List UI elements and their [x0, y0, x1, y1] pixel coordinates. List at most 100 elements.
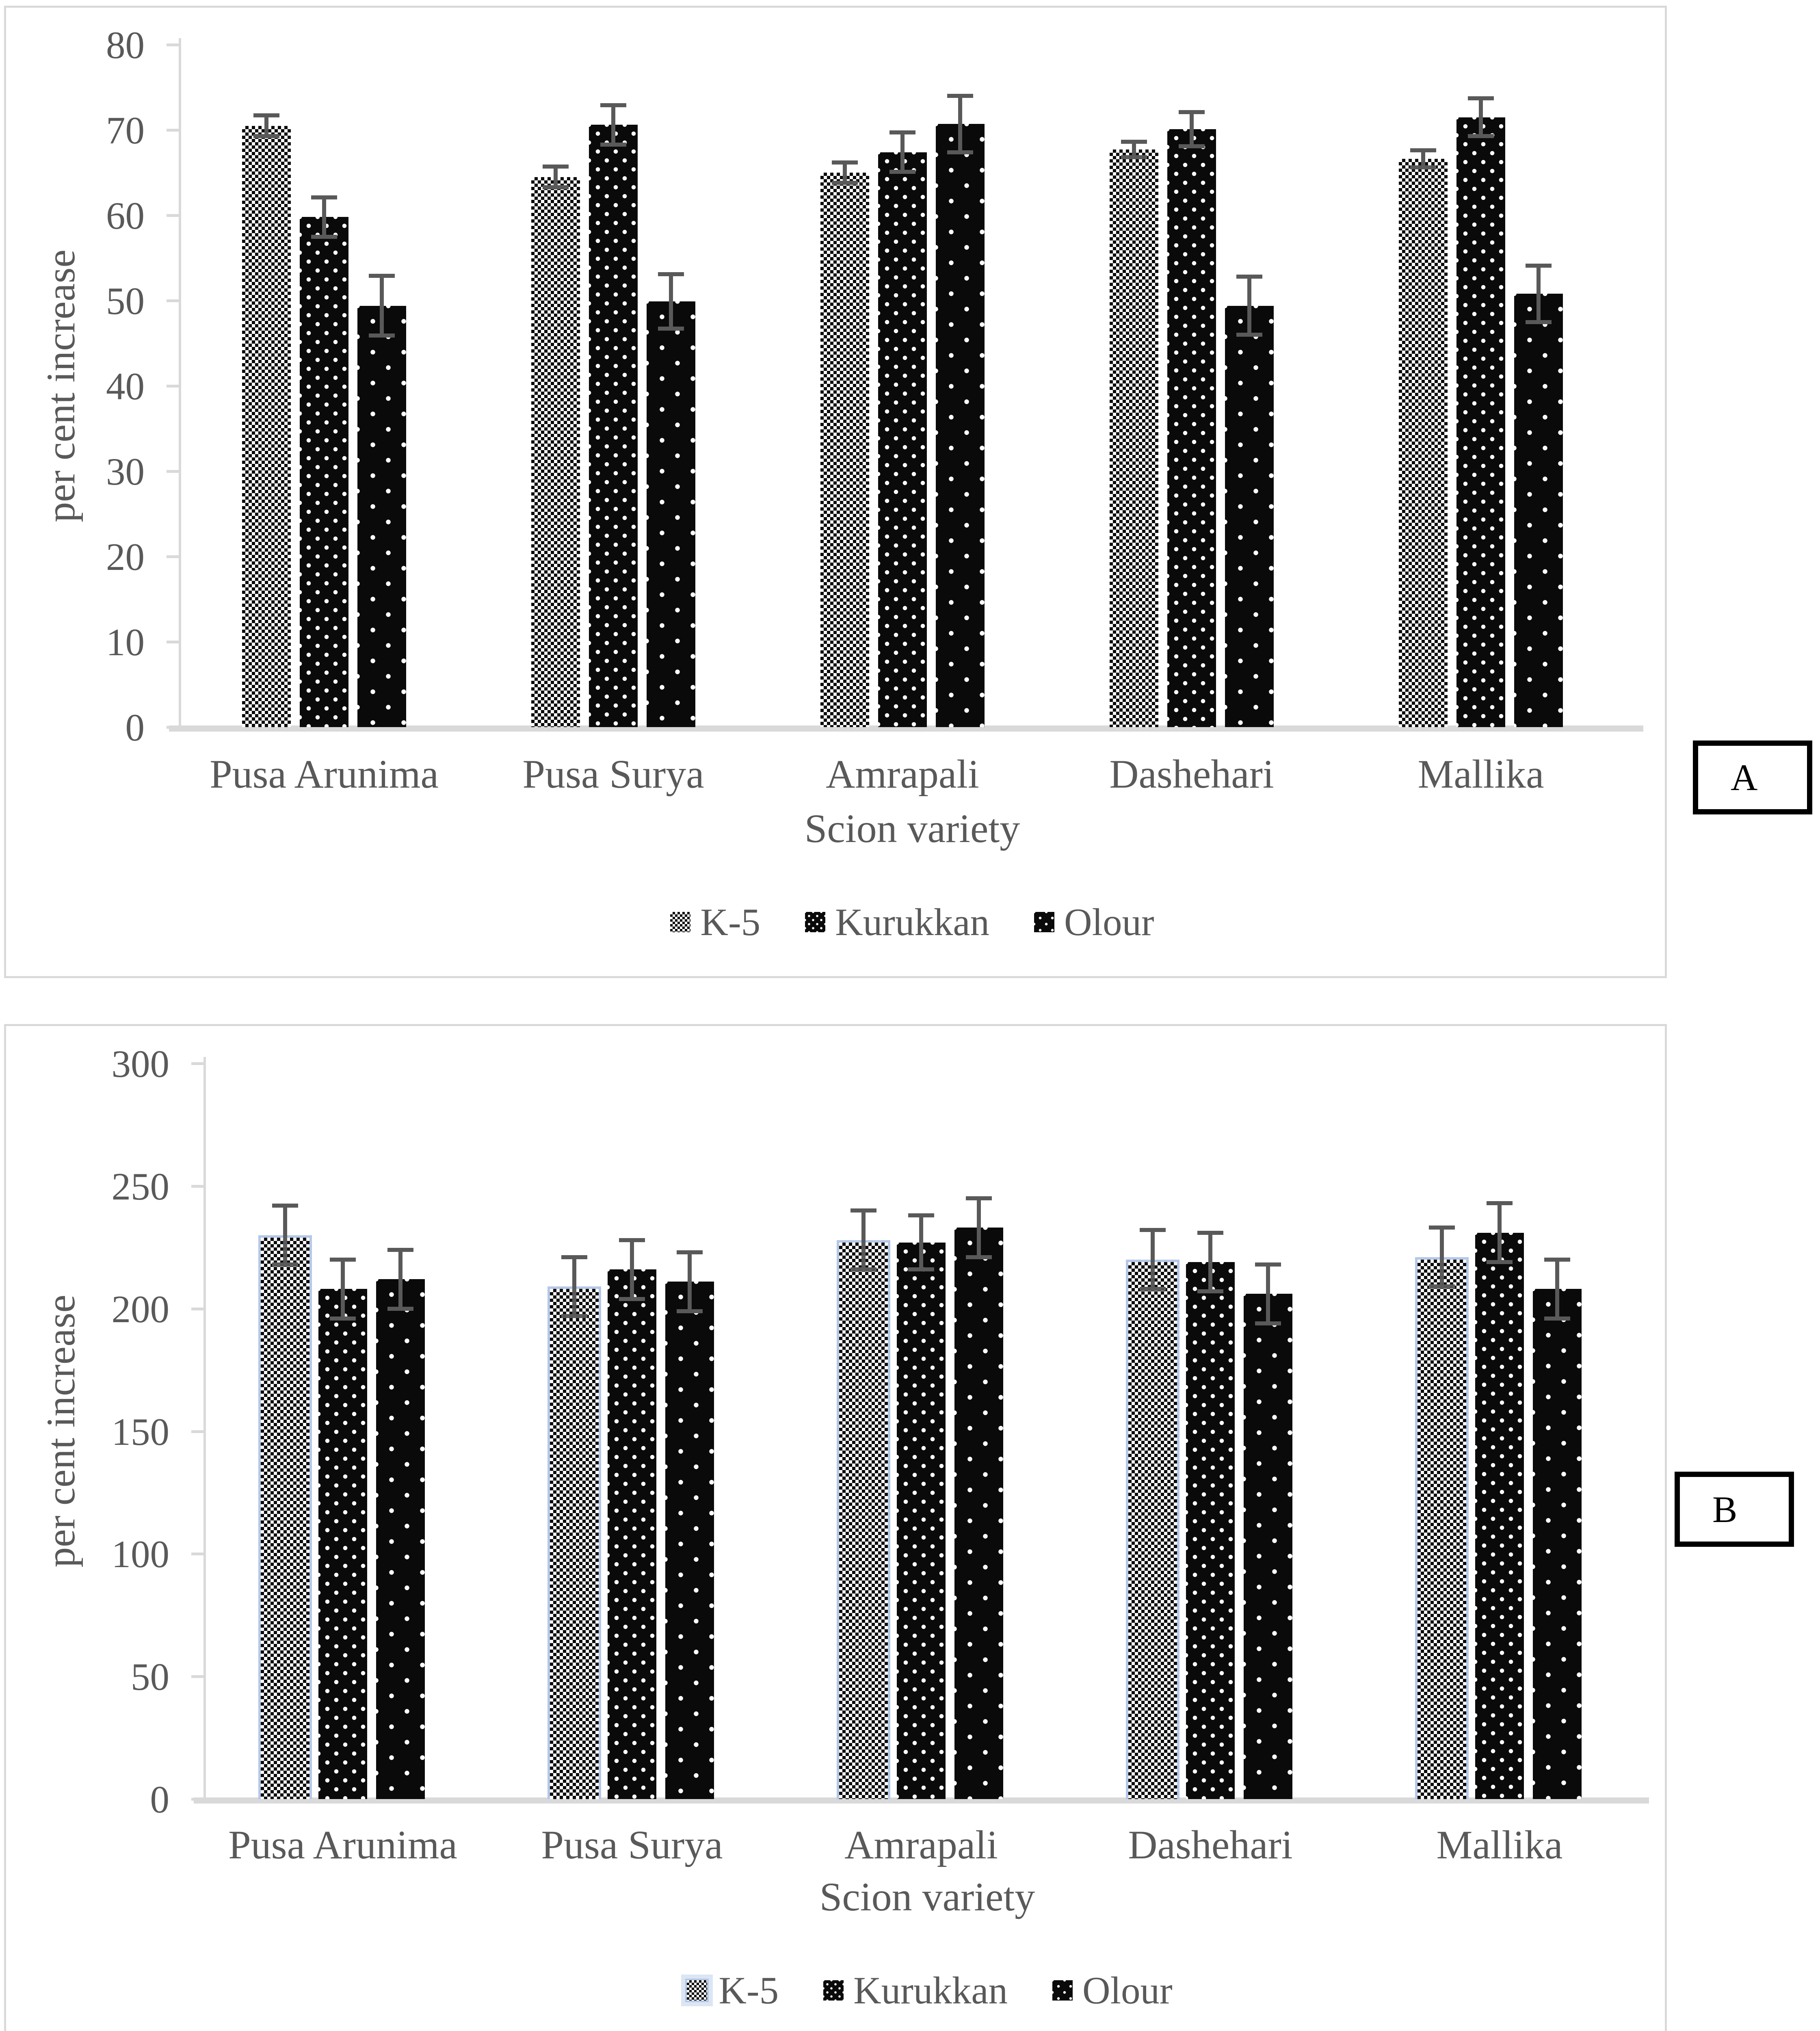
bar-k-5-mallika	[1399, 159, 1448, 727]
error-bar-k-5-amrapali-cap-top	[850, 1208, 876, 1213]
error-bar-olour-amrapali	[958, 96, 962, 152]
error-bar-k-5-mallika-cap-top	[1410, 148, 1436, 153]
error-bar-k-5-dashehari	[1151, 1230, 1155, 1289]
y-tick-label: 70	[106, 109, 145, 152]
error-bar-k-5-mallika-cap-top	[1429, 1226, 1455, 1230]
bar-kurukkan-amrapali	[878, 152, 927, 727]
bar-k-5-pusa-surya	[531, 177, 580, 727]
error-bar-kurukkan-mallika-cap-top	[1487, 1201, 1513, 1206]
y-tick-mark	[167, 214, 181, 217]
error-bar-kurukkan-pusa-surya-cap-top	[619, 1238, 645, 1242]
error-bar-kurukkan-mallika	[1479, 98, 1483, 136]
error-bar-k-5-pusa-arunima-cap-top	[272, 1204, 298, 1208]
error-bar-kurukkan-dashehari-cap-top	[1179, 110, 1205, 114]
error-bar-olour-pusa-surya-cap-top	[658, 272, 684, 276]
error-bar-olour-dashehari-cap-bottom	[1255, 1321, 1281, 1325]
bar-k-5-pusa-arunima	[242, 126, 291, 727]
y-tick-label: 20	[106, 535, 145, 578]
error-bar-kurukkan-mallika-cap-bottom	[1468, 134, 1494, 138]
bar-olour-amrapali	[936, 124, 985, 727]
y-tick-label: 300	[111, 1042, 170, 1085]
bar-olour-mallika	[1514, 294, 1563, 727]
x-category-label: Amrapali	[826, 751, 979, 797]
error-bar-kurukkan-dashehari	[1208, 1232, 1212, 1292]
error-bar-k-5-dashehari-cap-top	[1121, 140, 1147, 144]
bar-k-5-amrapali	[820, 173, 869, 727]
legend-label-k-5: K-5	[700, 900, 761, 944]
bar-olour-pusa-arunima	[376, 1279, 425, 1799]
y-tick-mark	[167, 641, 181, 643]
legend-swatch-k-5	[685, 1979, 709, 2002]
error-bar-kurukkan-mallika-cap-bottom	[1487, 1260, 1513, 1264]
y-tick-label: 50	[131, 1655, 169, 1699]
x-category-label: Amrapali	[844, 1822, 998, 1867]
y-tick-mark	[191, 1062, 206, 1065]
panel-a-letter: A	[1731, 757, 1758, 798]
error-bar-olour-pusa-surya-cap-bottom	[658, 327, 684, 331]
error-bar-olour-pusa-surya-cap-top	[677, 1250, 703, 1254]
error-bar-k-5-pusa-arunima-cap-bottom	[272, 1262, 298, 1267]
y-axis-line	[203, 1057, 206, 1799]
error-bar-olour-pusa-arunima-cap-top	[387, 1247, 413, 1252]
error-bar-olour-mallika-cap-top	[1526, 263, 1552, 268]
error-bar-olour-dashehari-cap-bottom	[1236, 333, 1262, 337]
legend-b: K-5 Kurukkan Olour	[206, 1968, 1652, 2013]
y-tick-mark	[191, 1184, 206, 1188]
error-bar-k-5-mallika-cap-bottom	[1429, 1284, 1455, 1289]
bar-olour-mallika	[1533, 1289, 1582, 1799]
x-category-label: Dashehari	[1109, 751, 1274, 797]
y-axis-title-b: per cent increase	[38, 1295, 83, 1568]
bar-kurukkan-pusa-arunima	[318, 1289, 367, 1799]
error-bar-kurukkan-pusa-surya	[630, 1240, 634, 1299]
error-bar-kurukkan-pusa-arunima-cap-top	[311, 195, 337, 199]
legend-item-k-5: K-5	[670, 903, 760, 942]
bar-k-5-dashehari	[1110, 149, 1158, 727]
legend-swatch-olour	[1052, 1980, 1073, 2001]
y-tick-label: 250	[111, 1165, 170, 1208]
panel-a-tag-box: A	[1693, 741, 1812, 814]
error-bar-kurukkan-pusa-arunima-cap-bottom	[330, 1316, 356, 1321]
error-bar-kurukkan-amrapali-cap-top	[889, 130, 915, 135]
error-bar-k-5-pusa-arunima	[264, 115, 268, 136]
error-bar-kurukkan-amrapali	[919, 1215, 923, 1270]
error-bar-olour-pusa-surya	[669, 274, 673, 329]
error-bar-k-5-pusa-arunima-cap-top	[253, 113, 279, 118]
y-tick-label: 40	[106, 365, 145, 408]
error-bar-k-5-pusa-arunima	[283, 1206, 287, 1265]
error-bar-k-5-pusa-surya	[572, 1257, 576, 1316]
panel-b-letter: B	[1712, 1488, 1738, 1530]
bar-k-5-pusa-surya	[548, 1286, 601, 1799]
error-bar-k-5-mallika-cap-bottom	[1410, 165, 1436, 170]
error-bar-kurukkan-amrapali	[900, 132, 905, 172]
legend-swatch-k-5	[670, 912, 691, 932]
error-bar-k-5-dashehari-cap-top	[1140, 1228, 1166, 1232]
y-tick-label: 0	[150, 1778, 170, 1821]
y-tick-mark	[167, 555, 181, 558]
legend-item-olour: Olour	[1052, 1971, 1173, 2010]
error-bar-olour-amrapali	[977, 1198, 981, 1257]
error-bar-olour-amrapali-cap-bottom	[947, 150, 973, 154]
y-tick-mark	[167, 470, 181, 473]
y-tick-mark	[191, 1552, 206, 1556]
error-bar-olour-pusa-arunima	[398, 1249, 403, 1309]
y-tick-label: 80	[106, 24, 145, 67]
y-tick-mark	[191, 1675, 206, 1678]
x-category-label: Mallika	[1436, 1822, 1563, 1867]
y-tick-mark	[191, 1430, 206, 1433]
legend-swatch-kurukkan	[823, 1980, 844, 2001]
error-bar-kurukkan-dashehari-cap-bottom	[1179, 144, 1205, 148]
error-bar-k-5-pusa-surya-cap-top	[543, 165, 569, 169]
error-bar-olour-pusa-surya-cap-bottom	[677, 1309, 703, 1313]
x-axis-title-b: Scion variety	[819, 1874, 1035, 1919]
x-category-label: Dashehari	[1128, 1822, 1293, 1867]
legend-label-k-5: K-5	[718, 1968, 779, 2012]
error-bar-kurukkan-pusa-surya-cap-top	[600, 103, 626, 108]
error-bar-kurukkan-amrapali-cap-bottom	[908, 1267, 934, 1272]
error-bar-olour-amrapali-cap-top	[947, 94, 973, 98]
y-axis-line	[179, 38, 181, 727]
error-bar-kurukkan-dashehari-cap-bottom	[1197, 1289, 1223, 1294]
bar-olour-dashehari	[1225, 305, 1274, 727]
error-bar-olour-mallika	[1537, 265, 1541, 322]
